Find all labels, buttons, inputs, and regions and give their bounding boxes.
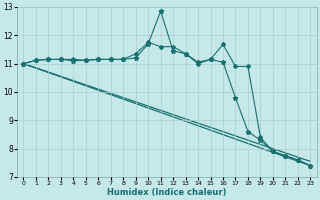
X-axis label: Humidex (Indice chaleur): Humidex (Indice chaleur): [107, 188, 227, 197]
